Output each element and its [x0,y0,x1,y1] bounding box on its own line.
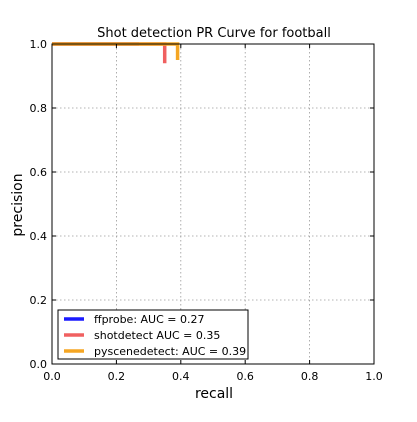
tick-layer: 0.0 0.2 0.4 0.6 0.8 1.0 0.0 0.2 0.4 0.6 0.8 1.0 [30,38,383,383]
x-tick-label: 0.6 [236,370,254,383]
x-tick-label: 1.0 [365,370,383,383]
legend-label-1: shotdetect AUC = 0.35 [94,329,220,342]
chart-title: Shot detection PR Curve for football [97,26,331,41]
series-line-1 [52,42,167,64]
x-tick-label: 0.0 [43,370,61,383]
x-tick-label: 0.2 [108,370,126,383]
series-layer [52,42,180,64]
y-tick-label: 0.0 [30,358,48,371]
x-axis-label: recall [195,386,233,402]
x-tick-label: 0.4 [172,370,190,383]
legend: ffprobe: AUC = 0.27 shotdetect AUC = 0.35… [57,309,249,360]
y-tick-label: 1.0 [30,38,48,51]
legend-box [57,309,249,360]
legend-label-2: pyscenedetect: AUC = 0.39 [94,345,246,358]
y-tick-label: 0.8 [30,102,48,115]
y-tick-label: 0.2 [30,294,48,307]
plot-frame [51,43,375,365]
y-axis-label: precision [10,173,26,236]
legend-label-0: ffprobe: AUC = 0.27 [94,313,204,326]
y-tick-label: 0.4 [30,230,48,243]
y-tick-label: 0.6 [30,166,48,179]
series-line-2 [52,42,180,60]
x-tick-label: 0.8 [301,370,319,383]
